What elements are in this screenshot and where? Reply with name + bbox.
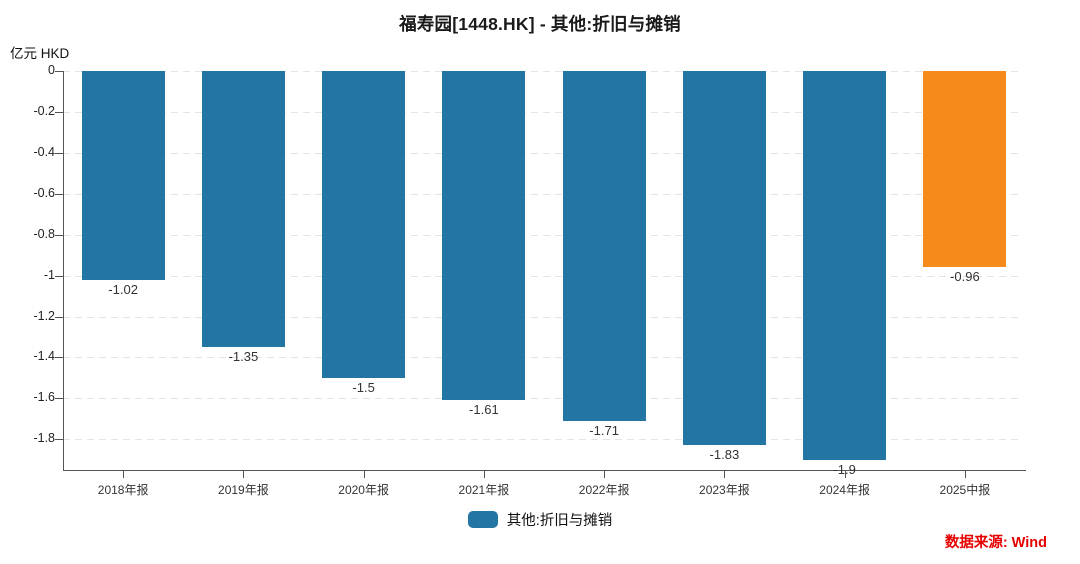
x-axis-tick (964, 471, 966, 478)
gridline (63, 439, 1022, 441)
chart-title: 福寿园[1448.HK] - 其他:折旧与摊销 (399, 14, 681, 34)
x-axis-tick (483, 471, 485, 478)
y-axis-tick (55, 234, 63, 236)
y-axis-tick-label: -0.8 (33, 226, 55, 241)
bar-value-label: -1.5 (352, 379, 375, 395)
y-axis-tick (55, 111, 63, 113)
x-axis-tick-label: 2025中报 (939, 483, 991, 497)
y-axis-line (63, 71, 64, 470)
bar-value-label: -1.83 (709, 447, 740, 463)
bar-value-label: -1.9 (833, 461, 856, 477)
gridline (63, 152, 1022, 154)
y-axis-tick-label: -0.6 (33, 185, 55, 200)
bar-2021年报 (442, 71, 526, 401)
gridline (63, 357, 1022, 359)
y-axis-unit-label: 亿元 HKD (10, 46, 70, 61)
x-axis-tick-label: 2021年报 (458, 483, 510, 497)
bar-2025中报 (923, 71, 1007, 268)
x-axis-tick-label: 2020年报 (338, 483, 389, 497)
y-axis-tick (55, 316, 63, 318)
y-axis-tick (55, 193, 63, 195)
y-axis-tick (55, 152, 63, 154)
bar-value-label: -1.61 (469, 402, 499, 418)
y-axis-tick-label: -1.2 (33, 308, 55, 323)
bar-value-label: -1.35 (228, 349, 259, 365)
x-axis-tick (243, 471, 245, 478)
x-axis-tick-label: 2024年报 (819, 483, 870, 497)
y-axis-tick (55, 357, 63, 359)
bar-2020年报 (322, 71, 406, 378)
gridline (63, 275, 1022, 277)
x-axis-tick-label: 2022年报 (578, 483, 630, 497)
x-axis-tick (363, 471, 365, 478)
y-axis-tick-label: -1.8 (33, 431, 55, 446)
legend-swatch-icon (467, 511, 498, 528)
x-axis-tick (724, 471, 726, 478)
y-axis-tick (55, 275, 63, 277)
y-axis-tick-label: -1 (43, 267, 55, 282)
y-axis-tick (55, 398, 63, 400)
x-axis-line (63, 470, 1026, 471)
bar-2018年报 (81, 71, 165, 280)
legend: 其他:折旧与摊销 (0, 509, 1080, 530)
bar-2024年报 (803, 71, 887, 460)
x-axis-tick (604, 471, 606, 478)
y-axis-tick-label: -0.2 (33, 103, 55, 118)
x-axis-tick (844, 471, 846, 478)
bar-value-label: -0.96 (950, 269, 980, 285)
gridline (63, 398, 1022, 400)
x-axis-tick-label: 2018年报 (97, 483, 149, 497)
gridline (63, 234, 1022, 236)
gridline (63, 193, 1022, 195)
legend-label: 其他:折旧与摊销 (506, 513, 613, 529)
gridline (63, 71, 1022, 72)
bar-2019年报 (201, 71, 285, 348)
y-axis-tick (55, 71, 63, 72)
y-axis-tick (55, 439, 63, 441)
x-axis-tick (123, 471, 125, 478)
bar-2022年报 (562, 71, 646, 421)
y-axis-tick-label: -1.4 (33, 349, 55, 364)
gridline (63, 111, 1022, 113)
y-axis-tick-label: 0 (48, 63, 55, 77)
bar-value-label: -1.71 (589, 422, 619, 438)
bar-2023年报 (682, 71, 766, 446)
y-axis-tick-label: -1.6 (33, 390, 55, 405)
y-axis-tick-label: -0.4 (33, 144, 55, 159)
bar-value-label: -1.02 (108, 281, 138, 297)
x-axis-tick-label: 2023年报 (699, 483, 750, 497)
x-axis-tick-label: 2019年报 (218, 483, 269, 497)
gridline (63, 316, 1022, 318)
data-source-label: 数据来源: Wind (944, 535, 1047, 551)
